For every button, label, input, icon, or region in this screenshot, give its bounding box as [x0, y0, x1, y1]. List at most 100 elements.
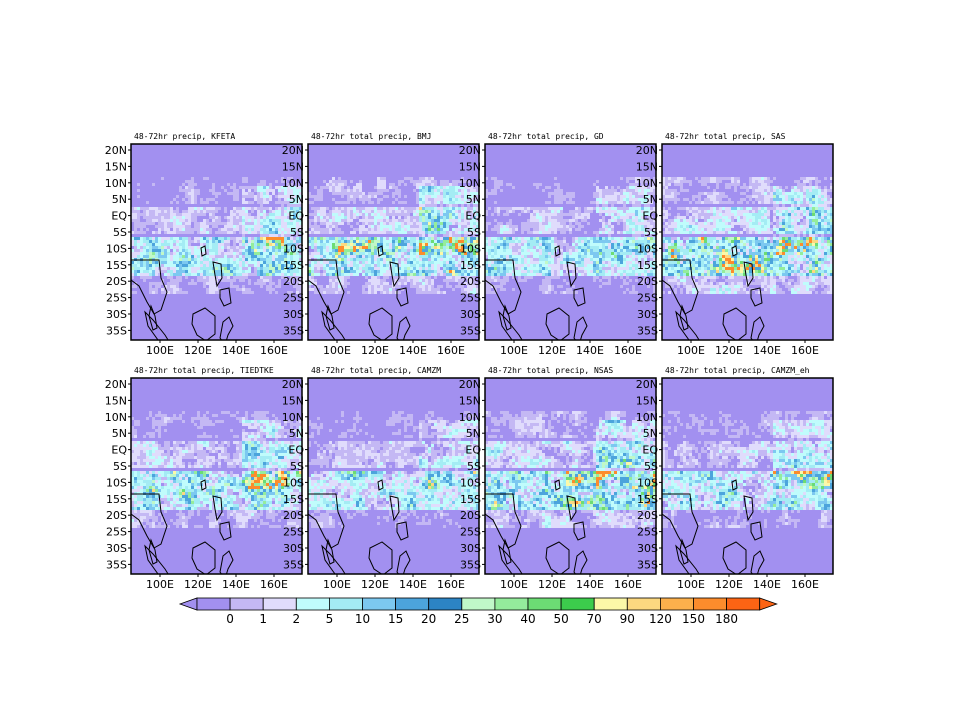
- lat-label: 20N: [636, 378, 658, 391]
- lat-label: 5S: [290, 226, 304, 239]
- lat-label: 35S: [106, 324, 127, 337]
- lat-label: EQ: [642, 210, 658, 223]
- lat-label: 15N: [459, 160, 481, 173]
- map-frame: [130, 143, 303, 341]
- panel-title: 48-72hr total precip, NSAS: [488, 366, 613, 375]
- lon-label: 140E: [399, 578, 427, 591]
- lat-label: 10S: [460, 242, 481, 255]
- map-frame: [484, 377, 657, 575]
- lon-label: 140E: [222, 344, 250, 357]
- lat-label: 30S: [637, 542, 658, 555]
- lat-label: EQ: [288, 210, 304, 223]
- lon-label: 140E: [576, 578, 604, 591]
- colorbar-swatch: [229, 597, 264, 611]
- map-panel: 48-72hr total precip, TIEDTKE 20N 15N 10N 5N…: [105, 366, 303, 591]
- lat-label: 10S: [106, 242, 127, 255]
- map-frame: [130, 377, 303, 575]
- lat-label: 20S: [460, 509, 481, 522]
- map-panel: 48-72hr total precip, CAMZM 20N 15N 10N 5N EQ…: [282, 366, 480, 591]
- precip-field: [662, 378, 833, 574]
- map-panel: 48-72hr precip, KFETA 20N 15N 10N 5N EQ 5S 10S 1…: [105, 132, 303, 357]
- lat-label: 20N: [282, 144, 304, 157]
- lon-label: 160E: [437, 578, 465, 591]
- panel-title: 48-72hr precip, KFETA: [134, 132, 235, 141]
- lat-label: 20S: [637, 275, 658, 288]
- lat-label: 35S: [460, 324, 481, 337]
- colorbar-swatch: [362, 597, 396, 611]
- lon-label: 100E: [500, 578, 528, 591]
- colorbar-swatch: [395, 597, 430, 611]
- lat-label: EQ: [288, 444, 304, 457]
- panel-title: 48-72hr total precip, BMJ: [311, 132, 431, 141]
- lat-label: 25S: [106, 526, 127, 539]
- colorbar-label: 180: [715, 612, 738, 626]
- lat-label: 15S: [106, 259, 127, 272]
- lon-label: 120E: [715, 578, 743, 591]
- panels-layer: 48-72hr precip, KFETA 20N 15N 10N 5N EQ 5S 10S 1…: [105, 132, 834, 591]
- lon-label: 120E: [361, 344, 389, 357]
- lat-label: 15N: [105, 160, 127, 173]
- lat-label: 10N: [105, 177, 127, 190]
- lat-label: 25S: [283, 526, 304, 539]
- lat-label: 15N: [459, 394, 481, 407]
- map-panel: 48-72hr total precip, NSAS 20N 15N 10N 5N EQ 5…: [459, 366, 657, 591]
- lat-label: 5S: [467, 226, 481, 239]
- lat-label: 35S: [637, 558, 658, 571]
- lat-label: 15S: [460, 493, 481, 506]
- lat-label: 10S: [637, 242, 658, 255]
- lon-label: 100E: [500, 344, 528, 357]
- lat-label: 5S: [467, 460, 481, 473]
- lon-label: 160E: [791, 344, 819, 357]
- precip-field: [485, 144, 656, 340]
- lon-label: 120E: [184, 578, 212, 591]
- lat-label: 35S: [460, 558, 481, 571]
- lat-label: 10S: [283, 476, 304, 489]
- lat-label: 10N: [636, 411, 658, 424]
- colorbar-swatch: [428, 597, 463, 611]
- lat-label: EQ: [642, 444, 658, 457]
- lon-label: 140E: [399, 344, 427, 357]
- lon-label: 160E: [260, 578, 288, 591]
- lat-label: 10N: [105, 411, 127, 424]
- lat-label: 10S: [283, 242, 304, 255]
- lat-label: 30S: [283, 542, 304, 555]
- lon-label: 160E: [437, 344, 465, 357]
- lon-label: 140E: [222, 578, 250, 591]
- lat-label: 5N: [112, 193, 127, 206]
- lat-label: 15N: [282, 394, 304, 407]
- colorbar-swatch: [660, 597, 694, 611]
- map-panel: 48-72hr total precip, GD 20N 15N 10N 5N EQ 5S 1…: [459, 132, 657, 357]
- lon-label: 100E: [146, 344, 174, 357]
- lon-label: 160E: [614, 578, 642, 591]
- lat-label: 20N: [105, 144, 127, 157]
- lon-label: 120E: [361, 578, 389, 591]
- lat-label: 20N: [636, 144, 658, 157]
- lat-label: 15N: [105, 394, 127, 407]
- lat-label: 15N: [636, 394, 658, 407]
- lat-label: 20S: [283, 275, 304, 288]
- lon-label: 160E: [260, 344, 288, 357]
- lat-label: 30S: [106, 308, 127, 321]
- precip-field: [485, 378, 656, 574]
- colorbar-swatch: [196, 597, 231, 611]
- lat-label: 10N: [282, 177, 304, 190]
- colorbar-label: 70: [587, 612, 602, 626]
- lat-label: 20N: [282, 378, 304, 391]
- colorbar-label: 2: [292, 612, 300, 626]
- map-frame: [484, 143, 657, 341]
- colorbar-label: 20: [421, 612, 436, 626]
- lat-label: 15S: [283, 493, 304, 506]
- lat-label: 25S: [637, 292, 658, 305]
- lat-label: 30S: [460, 308, 481, 321]
- lat-label: 5S: [113, 460, 127, 473]
- lon-label: 120E: [184, 344, 212, 357]
- colorbar-swatch: [726, 597, 761, 611]
- lat-label: 5N: [643, 427, 658, 440]
- lat-label: 30S: [106, 542, 127, 555]
- lat-label: 35S: [283, 324, 304, 337]
- map-frame: [307, 377, 480, 575]
- colorbar-label: 30: [487, 612, 502, 626]
- lat-label: 10S: [637, 476, 658, 489]
- map-frame: [307, 143, 480, 341]
- lat-label: EQ: [111, 210, 127, 223]
